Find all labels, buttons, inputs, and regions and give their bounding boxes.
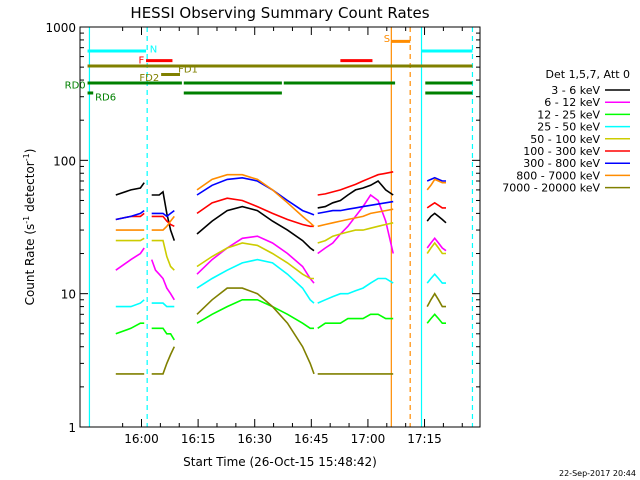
flag-n-label: N bbox=[150, 44, 157, 55]
legend-label: 800 - 7000 keV bbox=[516, 169, 600, 182]
y-tick-label: 1000 bbox=[45, 21, 76, 35]
x-tick-label: 16:30 bbox=[237, 432, 272, 446]
y-axis-label-main: Count Rate (s bbox=[23, 224, 37, 306]
flag-f-label: F bbox=[138, 56, 144, 67]
series-line-8 bbox=[115, 287, 446, 375]
x-axis-label: Start Time (26-Oct-15 15:48:42) bbox=[183, 455, 377, 469]
x-tick-label: 16:15 bbox=[181, 432, 216, 446]
series-line-2 bbox=[115, 299, 446, 341]
y-axis-label-end: ) bbox=[23, 149, 37, 154]
legend-label: 300 - 800 keV bbox=[523, 157, 600, 170]
y-tick-label: 10 bbox=[61, 288, 76, 302]
plot-area: N S F FD1 FD2 RD0 RD6 bbox=[65, 27, 474, 427]
flag-rd6-label: RD6 bbox=[95, 93, 116, 104]
y-axis: 1 10 100 1000 bbox=[45, 21, 480, 435]
legend-label: 6 - 12 keV bbox=[544, 96, 600, 109]
flag-fd2-label: FD2 bbox=[139, 73, 159, 84]
legend-label: 100 - 300 keV bbox=[523, 145, 600, 158]
series-line-0 bbox=[115, 179, 447, 252]
legend-label: 50 - 100 keV bbox=[530, 133, 600, 146]
legend-label: 3 - 6 keV bbox=[551, 84, 600, 97]
footer-timestamp: 22-Sep-2017 20:44 bbox=[559, 469, 636, 478]
chart-title: HESSI Observing Summary Count Rates bbox=[130, 4, 429, 22]
x-tick-label: 16:00 bbox=[124, 432, 159, 446]
plot-frame bbox=[79, 26, 481, 428]
series-line-6 bbox=[115, 176, 446, 221]
x-axis: 16:00 16:15 16:30 16:45 17:00 17:15 bbox=[122, 27, 463, 446]
legend-label: 7000 - 20000 keV bbox=[502, 182, 600, 195]
flag-rd0-label: RD0 bbox=[65, 81, 86, 92]
series-line-7 bbox=[115, 173, 446, 231]
x-tick-label: 16:45 bbox=[294, 432, 329, 446]
flag-fd1-label: FD1 bbox=[178, 64, 198, 75]
y-tick-label: 100 bbox=[53, 154, 76, 168]
legend-label: 12 - 25 keV bbox=[537, 108, 600, 121]
series-line-5 bbox=[115, 171, 446, 228]
y-axis-label-mid: detector bbox=[23, 161, 37, 216]
series-line-4 bbox=[115, 222, 446, 280]
series-line-1 bbox=[115, 193, 447, 301]
y-axis-label-sup1: -1 bbox=[22, 216, 31, 224]
y-axis-label-sup2: -1 bbox=[22, 153, 31, 161]
legend-title: Det 1,5,7, Att 0 bbox=[546, 68, 630, 81]
flag-s-label: S bbox=[384, 34, 390, 45]
y-tick-label: 1 bbox=[68, 421, 76, 435]
y-axis-label: Count Rate (s-1 detector-1) bbox=[22, 149, 37, 306]
series-line-3 bbox=[115, 258, 446, 308]
x-tick-label: 17:00 bbox=[351, 432, 386, 446]
legend-label: 25 - 50 keV bbox=[537, 121, 600, 134]
x-tick-label: 17:15 bbox=[407, 432, 442, 446]
